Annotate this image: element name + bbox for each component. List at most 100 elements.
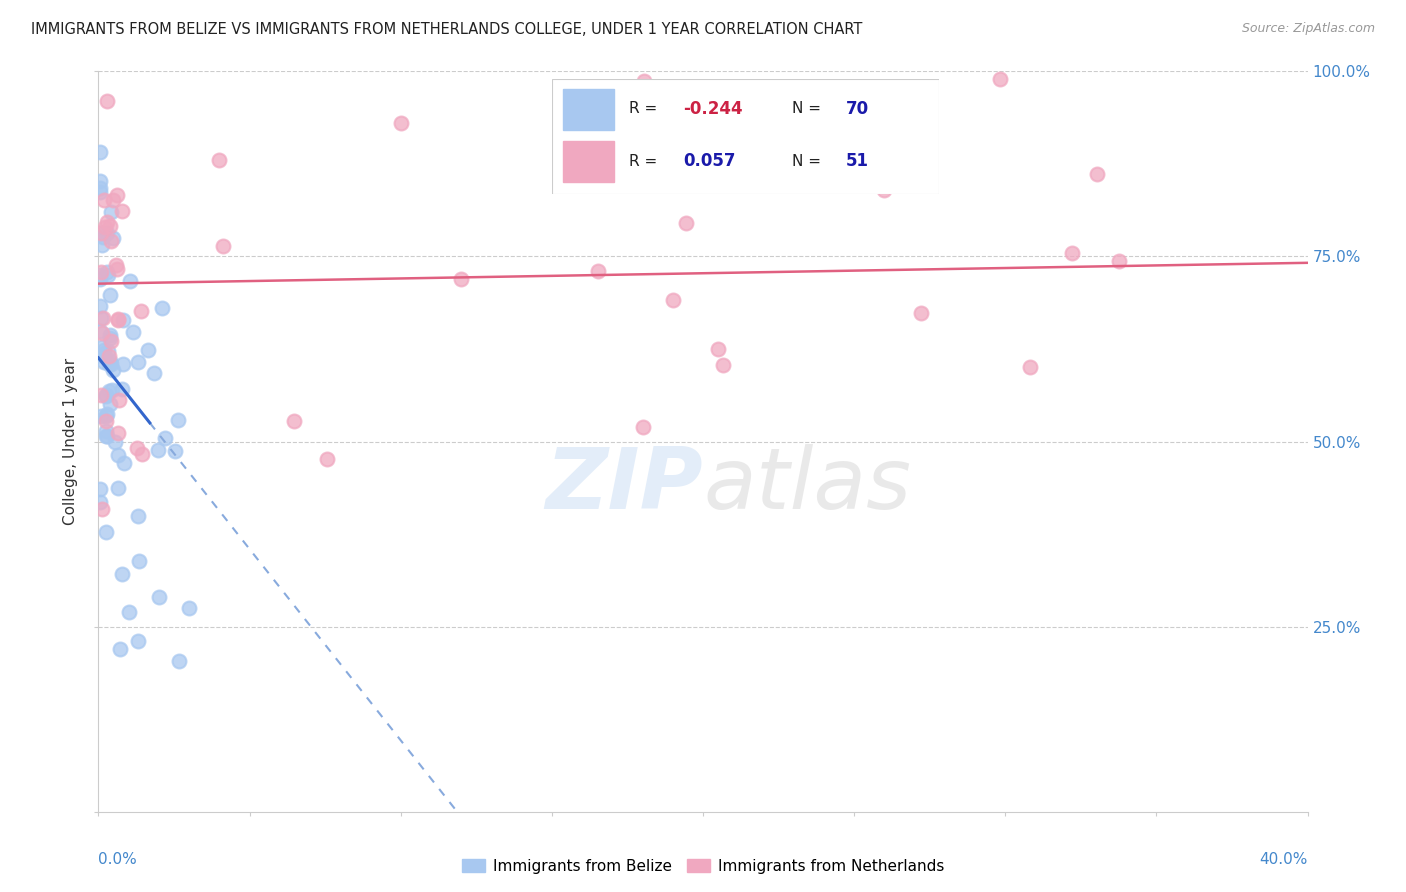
Point: [89, 145, 111, 160]
Point: [988, 71, 1011, 86]
Point: [127, 634, 149, 648]
Point: [98, 358, 121, 372]
Point: [89, 348, 111, 362]
Point: [97, 268, 120, 283]
Point: [100, 334, 122, 348]
Point: [96, 226, 118, 240]
Point: [797, 176, 820, 190]
Point: [143, 366, 166, 380]
Point: [89, 181, 111, 195]
Point: [94, 524, 117, 539]
Point: [96, 215, 118, 229]
Point: [873, 183, 896, 197]
Point: [94, 409, 117, 423]
Point: [633, 74, 655, 88]
Point: [111, 567, 134, 582]
Point: [103, 363, 125, 377]
Point: [89, 494, 111, 508]
Point: [96, 407, 118, 421]
Point: [128, 554, 150, 568]
Point: [150, 301, 173, 316]
Point: [631, 419, 654, 434]
Point: [111, 383, 134, 397]
Point: [89, 174, 111, 188]
Point: [89, 272, 111, 286]
Point: [101, 193, 124, 207]
Point: [167, 654, 190, 668]
Y-axis label: College, Under 1 year: College, Under 1 year: [63, 358, 79, 525]
Point: [707, 342, 730, 356]
Point: [93, 193, 115, 207]
Point: [104, 258, 127, 272]
Point: [828, 159, 851, 173]
Point: [108, 392, 131, 407]
Point: [98, 327, 121, 342]
Point: [93, 347, 115, 361]
Point: [98, 219, 121, 233]
Point: [98, 354, 121, 368]
Text: IMMIGRANTS FROM BELIZE VS IMMIGRANTS FROM NETHERLANDS COLLEGE, UNDER 1 YEAR CORR: IMMIGRANTS FROM BELIZE VS IMMIGRANTS FRO…: [31, 22, 862, 37]
Point: [91, 310, 114, 325]
Point: [105, 188, 128, 202]
Point: [91, 326, 114, 340]
Legend: Immigrants from Belize, Immigrants from Netherlands: Immigrants from Belize, Immigrants from …: [456, 853, 950, 880]
Point: [94, 220, 117, 235]
Point: [118, 605, 141, 619]
Point: [107, 481, 129, 495]
Point: [89, 299, 111, 313]
Point: [104, 435, 127, 450]
Point: [90, 226, 112, 240]
Point: [450, 271, 472, 285]
Text: ZIP: ZIP: [546, 444, 703, 527]
Point: [101, 231, 124, 245]
Point: [1085, 167, 1108, 181]
Point: [283, 414, 305, 428]
Point: [91, 230, 114, 244]
Point: [662, 293, 685, 307]
Point: [91, 340, 114, 354]
Point: [98, 349, 121, 363]
Point: [93, 343, 115, 357]
Point: [94, 388, 117, 402]
Point: [848, 131, 870, 145]
Text: Source: ZipAtlas.com: Source: ZipAtlas.com: [1241, 22, 1375, 36]
Point: [155, 431, 177, 445]
Point: [94, 428, 117, 442]
Point: [90, 310, 112, 325]
Point: [910, 306, 932, 320]
Point: [127, 509, 149, 524]
Point: [148, 590, 170, 604]
Point: [609, 160, 631, 174]
Point: [90, 388, 112, 402]
Point: [131, 303, 153, 318]
Point: [94, 388, 117, 402]
Point: [96, 94, 118, 108]
Point: [90, 238, 112, 252]
Point: [100, 205, 122, 219]
Point: [90, 409, 112, 424]
Point: [675, 216, 697, 230]
Point: [165, 444, 187, 458]
Text: 40.0%: 40.0%: [1260, 853, 1308, 867]
Point: [136, 343, 159, 358]
Point: [1019, 359, 1042, 374]
Point: [107, 312, 129, 326]
Point: [111, 357, 134, 371]
Point: [89, 482, 111, 496]
Point: [107, 448, 129, 462]
Point: [389, 116, 412, 130]
Point: [96, 424, 118, 438]
Point: [93, 354, 115, 368]
Point: [127, 354, 149, 368]
Point: [98, 331, 121, 345]
Point: [167, 412, 190, 426]
Point: [96, 265, 118, 279]
Point: [208, 153, 231, 168]
Point: [122, 326, 145, 340]
Point: [97, 384, 120, 398]
Point: [711, 358, 734, 372]
Point: [120, 275, 142, 289]
Point: [111, 204, 134, 219]
Point: [96, 428, 118, 442]
Point: [586, 264, 609, 278]
